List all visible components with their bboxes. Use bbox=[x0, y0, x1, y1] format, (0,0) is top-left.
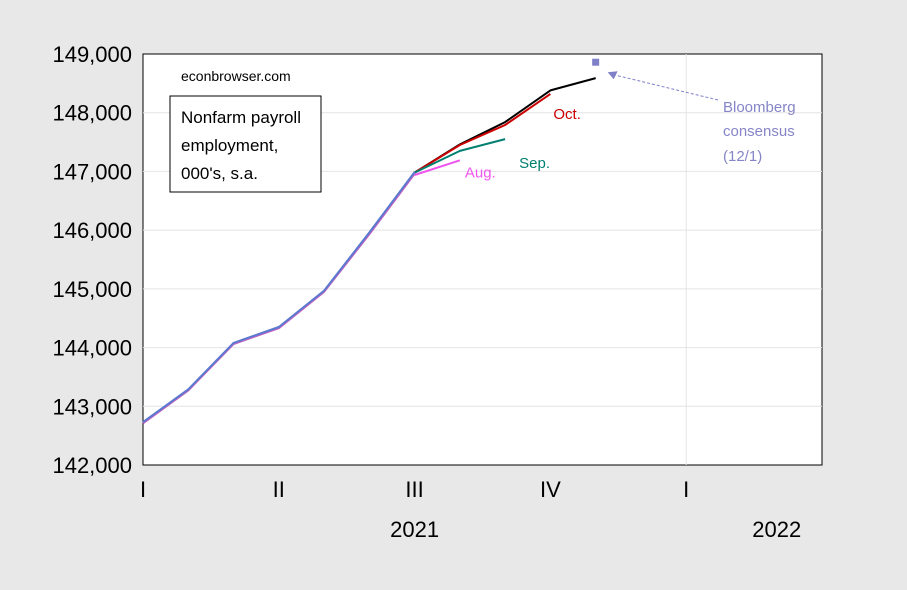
source-label: econbrowser.com bbox=[181, 68, 291, 84]
y-tick-label: 145,000 bbox=[52, 277, 132, 302]
annotation-line-3: (12/1) bbox=[723, 148, 762, 165]
annotation-arrow bbox=[615, 74, 719, 101]
x-tick-label: II bbox=[273, 477, 285, 502]
year-label: 2021 bbox=[390, 517, 439, 542]
series-label-aug: Aug. bbox=[465, 164, 496, 181]
year-label: 2022 bbox=[752, 517, 801, 542]
y-tick-label: 149,000 bbox=[52, 42, 132, 67]
x-tick-label: IV bbox=[540, 477, 561, 502]
annotation-line-1: Bloomberg bbox=[723, 99, 796, 116]
x-tick-label: I bbox=[140, 477, 146, 502]
x-tick-label: III bbox=[405, 477, 423, 502]
annotation-line-2: consensus bbox=[723, 123, 795, 140]
y-tick-label: 142,000 bbox=[52, 453, 132, 478]
series-line-sep bbox=[414, 138, 506, 174]
series-line-oct bbox=[414, 93, 551, 174]
bloomberg-annotation: Bloomberg consensus (12/1) bbox=[607, 71, 796, 165]
series-labels: Oct. Sep. Aug. bbox=[465, 106, 581, 181]
series-line-aug bbox=[414, 159, 461, 176]
annotation-arrow-head bbox=[607, 71, 618, 80]
series-label-sep: Sep. bbox=[519, 155, 550, 172]
note-line-3: 000's, s.a. bbox=[181, 164, 258, 183]
y-tick-label: 147,000 bbox=[52, 159, 132, 184]
y-tick-label: 144,000 bbox=[52, 336, 132, 361]
y-tick-label: 148,000 bbox=[52, 101, 132, 126]
y-tick-label: 143,000 bbox=[52, 394, 132, 419]
series-label-oct: Oct. bbox=[553, 106, 581, 123]
y-axis-ticks: 142,000 143,000 144,000 145,000 146,000 147,0… bbox=[52, 42, 132, 478]
series-line-5 bbox=[142, 171, 416, 423]
series-lines bbox=[142, 77, 596, 425]
y-tick-label: 146,000 bbox=[52, 218, 132, 243]
note-box bbox=[169, 95, 322, 193]
note-line-2: employment, bbox=[181, 136, 278, 155]
consensus-point bbox=[592, 58, 600, 66]
note-line-1: Nonfarm payroll bbox=[181, 108, 301, 127]
x-tick-label: I bbox=[683, 477, 689, 502]
